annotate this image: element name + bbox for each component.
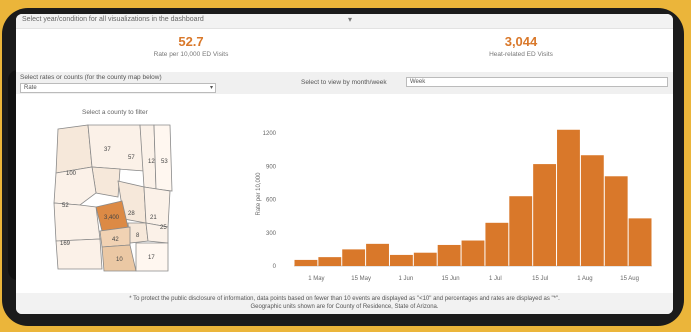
county-label: 3,400 xyxy=(104,215,120,221)
county-navajo[interactable] xyxy=(139,124,157,190)
x-tick-label: 1 May xyxy=(308,276,324,282)
chart-bar xyxy=(461,240,485,266)
county-label: 37 xyxy=(104,147,111,153)
county-label: 28 xyxy=(128,211,135,217)
x-tick-label: 1 Jun xyxy=(399,276,414,282)
period-label: Select to view by month/week xyxy=(301,79,387,86)
chart-bar xyxy=(580,155,604,266)
x-tick-label: 15 Aug xyxy=(620,276,639,282)
dashboard-screen: Select year/condition for all visualizat… xyxy=(16,14,673,314)
chart-bar xyxy=(485,222,509,266)
chart-bar xyxy=(389,254,413,266)
county-label: 100 xyxy=(66,171,77,177)
county-cochise[interactable] xyxy=(135,242,169,272)
kpi-visits-value: 3,044 xyxy=(504,34,538,49)
county-label: 42 xyxy=(112,237,119,243)
x-tick-label: 15 Jun xyxy=(442,276,460,282)
county-coconino[interactable] xyxy=(87,124,145,172)
county-label: 25 xyxy=(160,225,167,231)
county-label: 17 xyxy=(148,255,155,261)
county-label: 8 xyxy=(136,233,140,239)
footnote: * To protect the public disclosure of in… xyxy=(16,293,673,314)
y-axis-label: Rate per 10,000 xyxy=(256,172,262,216)
footnote-line-2: Geographic units shown are for County of… xyxy=(250,304,439,310)
county-label: 10 xyxy=(116,257,123,263)
county-greenlee[interactable] xyxy=(143,186,171,228)
chart-bar xyxy=(557,129,580,266)
map-instruction: Select a county to filter xyxy=(82,109,148,116)
y-tick-label: 900 xyxy=(266,164,277,170)
chevron-down-icon: ▾ xyxy=(209,85,213,91)
county-label: 21 xyxy=(150,215,157,221)
county-label: 169 xyxy=(60,241,71,247)
chart-bar xyxy=(628,218,652,266)
period-dropdown[interactable]: Week xyxy=(406,77,668,87)
chart-bar xyxy=(294,259,318,266)
kpi-rate: 52.7 Rate per 10,000 ED Visits xyxy=(111,34,271,58)
rate-count-dropdown[interactable]: Rate ▾ xyxy=(20,83,216,93)
county-yuma[interactable] xyxy=(53,202,101,242)
chart-bar xyxy=(437,244,461,266)
y-tick-label: 1200 xyxy=(263,131,277,137)
chart-bar xyxy=(342,249,366,266)
footnote-line-1: * To protect the public disclosure of in… xyxy=(129,296,560,302)
y-tick-label: 300 xyxy=(266,231,277,237)
kpi-visits-label: Heat-related ED Visits xyxy=(489,51,553,58)
y-tick-label: 0 xyxy=(273,264,277,270)
county-map[interactable]: 100 37 57 12 53 52 3,400 28 21 25 8 42 1… xyxy=(44,119,194,279)
chart-bar xyxy=(533,164,557,266)
county-label: 52 xyxy=(62,203,69,209)
x-tick-label: 15 Jul xyxy=(532,276,548,282)
rate-count-label: Select rates or counts (for the county m… xyxy=(20,74,162,81)
county-la-paz[interactable] xyxy=(53,166,97,206)
x-tick-label: 15 May xyxy=(351,276,371,282)
kpi-visits: 3,044 Heat-related ED Visits xyxy=(436,34,606,58)
chart-bar xyxy=(366,243,389,266)
y-tick-label: 600 xyxy=(266,198,277,204)
county-label: 12 xyxy=(148,159,155,165)
county-pima[interactable] xyxy=(55,238,103,270)
county-apache[interactable] xyxy=(153,124,173,192)
rate-count-dropdown-value: Rate xyxy=(24,85,37,91)
chart-bar xyxy=(604,176,628,266)
period-dropdown-value: Week xyxy=(410,79,426,85)
county-mohave[interactable] xyxy=(55,124,93,174)
chart-bar xyxy=(413,252,437,266)
x-tick-label: 1 Aug xyxy=(577,276,592,282)
chart-bar xyxy=(318,257,342,266)
county-label: 53 xyxy=(161,159,168,165)
top-filter-bar[interactable]: Select year/condition for all visualizat… xyxy=(16,14,673,29)
top-filter-label: Select year/condition for all visualizat… xyxy=(22,16,204,23)
kpi-rate-label: Rate per 10,000 ED Visits xyxy=(153,51,229,58)
x-tick-label: 1 Jul xyxy=(489,276,502,282)
heat-visits-bar-chart: 0 300 600 900 1200 Rate per 10,000 1 May 15 May… xyxy=(256,129,652,282)
control-bar: Select rates or counts (for the county m… xyxy=(16,72,673,94)
county-label: 57 xyxy=(128,155,135,161)
chevron-down-icon[interactable]: ▾ xyxy=(348,15,353,24)
chart-bar xyxy=(509,196,533,266)
kpi-rate-value: 52.7 xyxy=(178,34,204,49)
